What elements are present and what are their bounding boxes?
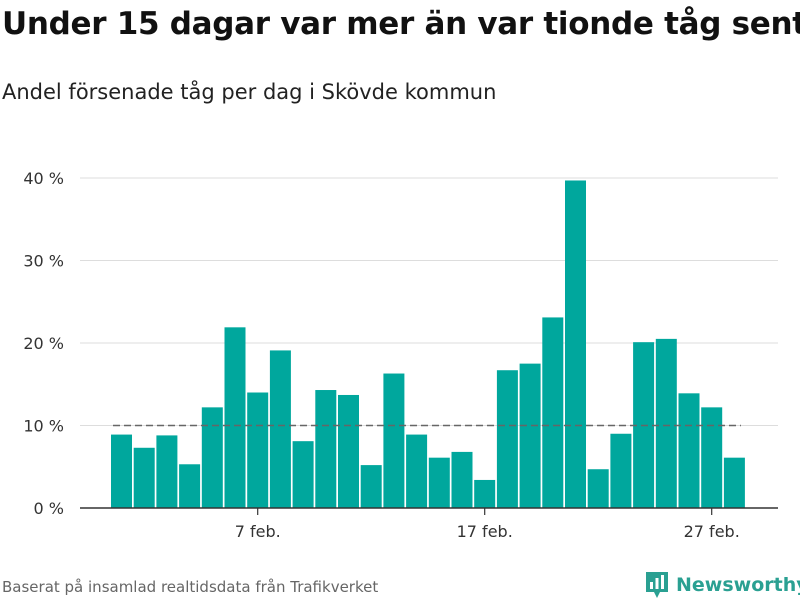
y-tick-label: 40 %: [23, 169, 64, 188]
y-tick-label: 0 %: [34, 499, 64, 518]
bar: [655, 338, 677, 508]
bar: [678, 393, 700, 508]
bar: [723, 457, 745, 508]
bar: [428, 457, 450, 508]
source-note: Baserat på insamlad realtidsdata från Tr…: [2, 578, 379, 596]
bar: [383, 373, 405, 508]
bar: [565, 180, 586, 508]
bar-chart-logo-icon: [646, 572, 668, 598]
bar: [179, 464, 201, 508]
bar: [474, 479, 496, 508]
brand-name: Newsworthy: [676, 574, 800, 596]
bar: [315, 390, 337, 508]
bar: [701, 407, 723, 508]
y-tick-label: 10 %: [23, 417, 64, 436]
brand-logo: Newsworthy: [644, 570, 800, 600]
bar: [224, 327, 246, 508]
bar: [406, 434, 428, 508]
bar: [269, 350, 291, 508]
y-tick-label: 30 %: [23, 252, 64, 271]
x-tick-label: 17 feb.: [457, 522, 513, 541]
bar: [338, 394, 359, 508]
bar: [133, 447, 155, 508]
bar: [496, 370, 518, 508]
bar: [610, 433, 632, 508]
x-tick-label: 27 feb.: [684, 522, 740, 541]
bar: [156, 435, 178, 508]
chart-title: Under 15 dagar var mer än var tionde tåg…: [2, 6, 800, 42]
bar: [451, 451, 473, 508]
x-tick-label: 7 feb.: [235, 522, 281, 541]
bar: [360, 465, 382, 508]
bar: [201, 407, 223, 508]
bar: [111, 434, 132, 508]
bar: [247, 392, 269, 508]
y-tick-label: 20 %: [23, 334, 64, 353]
bar: [292, 441, 314, 508]
bar: [587, 469, 609, 508]
bar: [542, 317, 564, 508]
chart-subtitle: Andel försenade tåg per dag i Skövde kom…: [2, 80, 497, 104]
bar: [519, 363, 541, 508]
